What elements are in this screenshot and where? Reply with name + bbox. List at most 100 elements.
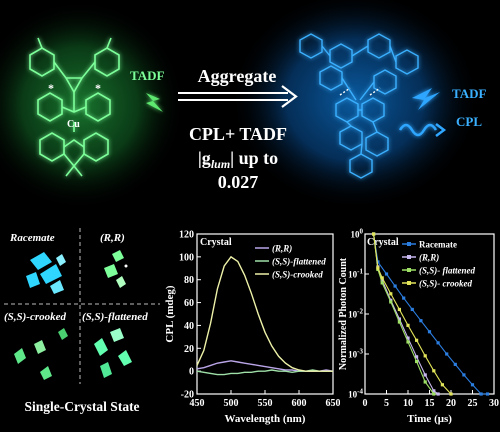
decay-data-point <box>380 276 384 280</box>
decay-data-point <box>410 307 414 312</box>
cpl-x-tick-label: 650 <box>326 398 341 409</box>
crystal-image-rr <box>104 250 128 288</box>
decay-data-point <box>389 298 393 302</box>
decay-data-point <box>393 284 397 288</box>
green-glow <box>0 0 185 210</box>
cpl-chart: 450 500 550 600 650 -20 0 20 40 60 80 100 120 Wavelen… <box>164 224 341 427</box>
right-cpl-label: CPL <box>456 114 482 129</box>
crystal-image-ss-crooked <box>14 328 68 380</box>
decay-x-tick-label: 15 <box>425 398 435 409</box>
chiral-star-right: * <box>95 81 101 95</box>
green-molecule <box>29 37 120 177</box>
crystal-caption: Single-Crystal State <box>24 399 139 414</box>
cpl-y-axis-label: CPL (mdeg) <box>165 285 176 342</box>
decay-chart: 0 5 10 15 20 25 30 100 10-1 10-2 10-3 10-4 Time (μs)… <box>338 224 500 427</box>
decay-data-point <box>462 373 466 377</box>
decay-data-point <box>432 389 436 393</box>
crystal-label-ss-flattened: (S,S)-flattened <box>82 311 148 323</box>
decay-data-point <box>427 330 432 334</box>
cpl-y-tick-label: 120 <box>179 230 194 241</box>
crystal-label-ss-crooked: (S,S)-crooked <box>4 311 67 323</box>
cpl-y-tick-label: -20 <box>181 390 194 401</box>
crystal-svg: Racemate (R,R) (S,S)-crooked (S,S)-flatt… <box>4 228 160 414</box>
decay-legend-marker <box>407 242 411 246</box>
decay-y-axis-label: Normalized Photon Count <box>338 257 349 370</box>
cpl-x-tick-label: 550 <box>258 398 273 409</box>
cpl-legend-label: (S,S)-crooked <box>272 270 323 280</box>
decay-data-point <box>397 307 401 312</box>
decay-data-point <box>380 278 384 282</box>
decay-data-point <box>415 338 419 342</box>
decay-x-tick-label: 10 <box>403 398 413 409</box>
cpl-y-tick-label: 40 <box>184 321 194 332</box>
molecule-atom-label: Cu <box>67 119 80 130</box>
blue-molecule-aggregate <box>299 33 419 179</box>
crystal-image-racemate <box>26 252 66 294</box>
left-tadf-label: TADF <box>130 68 164 83</box>
decay-data-point <box>402 296 406 300</box>
decay-data-point <box>397 317 401 321</box>
schematic-svg: * * Cu TADF Aggregate CPL+ TADF |glum| u… <box>0 0 486 210</box>
wave-arrow-head-icon <box>435 123 447 137</box>
decay-data-point <box>423 373 427 377</box>
decay-legend-marker <box>407 255 411 259</box>
decay-data-point <box>479 392 483 396</box>
cpl-crystal-annotation: Crystal <box>200 237 232 248</box>
decay-y-tick-label: 10-3 <box>348 348 363 360</box>
decay-legend-marker <box>407 281 411 285</box>
cpl-x-tick-label: 500 <box>224 398 239 409</box>
decay-data-point <box>406 340 410 344</box>
decay-data-point <box>419 319 423 323</box>
cpl-chart-svg: 450 500 550 600 650 -20 0 20 40 60 80 100 120 Wavelen… <box>164 230 341 426</box>
decay-data-point <box>384 272 389 276</box>
chiral-star-left: * <box>48 81 54 95</box>
decay-data-point <box>372 232 376 236</box>
decay-y-tick-label: 100 <box>351 228 364 240</box>
caption-line1: CPL+ TADF <box>189 124 287 144</box>
decay-chart-svg: 0 5 10 15 20 25 30 100 10-1 10-2 10-3 10-4 Time (μs)… <box>338 228 499 426</box>
cpl-x-tick-label: 600 <box>292 398 307 409</box>
lightning-icon-green <box>146 93 163 112</box>
decay-data-point <box>376 266 380 270</box>
right-tadf-label: TADF <box>452 86 486 101</box>
lightning-icon-blue <box>412 88 440 110</box>
decay-data-point <box>449 392 453 396</box>
decay-data-point <box>470 383 475 387</box>
decay-y-tick-label: 10-4 <box>348 388 363 400</box>
decay-data-point <box>436 341 440 345</box>
decay-data-point <box>376 260 380 264</box>
top-schematic: * * Cu TADF Aggregate CPL+ TADF |glum| u… <box>0 0 500 210</box>
decay-data-point <box>415 355 419 359</box>
decay-x-tick-label: 20 <box>446 398 456 409</box>
decay-data-point <box>406 323 410 327</box>
cpl-x-tick-label: 450 <box>190 398 205 409</box>
decay-legend-marker <box>407 268 411 272</box>
aggregate-arrow-icon <box>178 85 298 108</box>
decay-data-point <box>397 320 401 324</box>
decay-data-point <box>432 392 436 396</box>
decay-data-point <box>432 369 436 373</box>
blue-glow <box>230 0 480 210</box>
decay-data-point <box>406 336 410 340</box>
cpl-x-axis-label: Wavelength (nm) <box>225 413 306 425</box>
decay-x-axis-label: Time (μs) <box>407 413 452 425</box>
cpl-series-line <box>196 369 333 376</box>
caption-line2: |glum| up to <box>198 148 278 171</box>
crystal-panel: Racemate (R,R) (S,S)-crooked (S,S)-flatt… <box>0 224 165 427</box>
cpl-y-tick-label: 0 <box>189 367 194 378</box>
decay-legend-label: (R,R) <box>419 253 439 263</box>
cpl-series-line <box>196 255 333 372</box>
caption-line3: 0.027 <box>218 172 259 192</box>
cpl-legend-label: (R,R) <box>272 244 292 254</box>
decay-x-tick-label: 5 <box>384 398 389 409</box>
decay-y-tick-label: 10-1 <box>348 268 363 280</box>
decay-x-tick-label: 0 <box>363 398 368 409</box>
decay-data-point <box>436 392 440 396</box>
cpl-y-tick-label: 60 <box>184 298 194 309</box>
crystal-label-rr: (R,R) <box>100 232 125 244</box>
decay-data-point <box>380 281 384 285</box>
decay-x-tick-label: 30 <box>489 398 499 409</box>
decay-data-point <box>453 362 457 366</box>
decay-series-line <box>373 233 452 395</box>
arrow-label: Aggregate <box>198 66 277 86</box>
